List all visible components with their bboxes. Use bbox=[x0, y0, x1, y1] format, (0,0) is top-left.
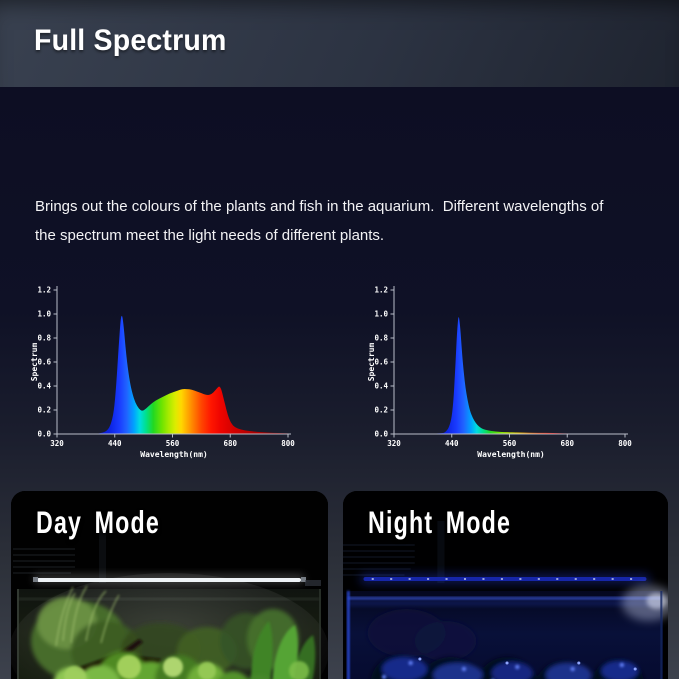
night-water-surface bbox=[348, 597, 662, 600]
y-axis-label: Spectrum bbox=[30, 343, 39, 382]
night-led-bar bbox=[359, 573, 651, 585]
night-mode-photo-card: Night Mode bbox=[343, 491, 668, 679]
day-background-pole bbox=[99, 527, 106, 583]
day-spectrum-chart: 0.0 0.2 0.4 0.6 0.8 1.0 1.2 320 440 560 680 800 Spec… bbox=[28, 278, 328, 460]
x-tick-label: 680 bbox=[560, 439, 574, 448]
day-full-spectrum-svg: 0.0 0.2 0.4 0.6 0.8 1.0 1.2 320 440 560 680 800 Spec… bbox=[30, 286, 295, 459]
x-tick-label: 680 bbox=[223, 439, 237, 448]
spectrum-area bbox=[394, 317, 625, 434]
y-axis-label: Spectrum bbox=[367, 343, 376, 382]
night-plant-silhouettes bbox=[367, 609, 477, 661]
x-tick-label: 800 bbox=[281, 439, 295, 448]
night-spectrum-chart: 0.0 0.2 0.4 0.6 0.8 1.0 1.2 320 440 560 680 800 Spec… bbox=[365, 278, 665, 460]
y-tick-label: 0.0 bbox=[374, 430, 388, 439]
day-glass-edge-right bbox=[319, 589, 321, 679]
x-tick-label: 440 bbox=[445, 439, 459, 448]
night-glass-edge-right bbox=[660, 591, 663, 679]
night-blue-speckles bbox=[381, 660, 625, 679]
day-feather-plants bbox=[55, 585, 120, 647]
description-line-1: Brings out the colours of the plants and… bbox=[35, 198, 604, 215]
x-axis-label: Wavelength(nm) bbox=[140, 450, 207, 459]
night-blue-spectrum-svg: 0.0 0.2 0.4 0.6 0.8 1.0 1.2 320 440 560 680 800 Spec… bbox=[367, 286, 632, 459]
day-tank bbox=[11, 573, 328, 679]
header-banner: Full Spectrum bbox=[0, 0, 679, 87]
spectrum-area bbox=[57, 315, 288, 434]
night-background-pole bbox=[437, 521, 445, 583]
y-tick-label: 1.2 bbox=[374, 286, 388, 295]
night-bright-dots bbox=[418, 657, 637, 671]
description-line-2: the spectrum meet the light needs of dif… bbox=[35, 227, 385, 244]
night-tank bbox=[347, 585, 668, 679]
y-tick-label: 0.6 bbox=[37, 358, 51, 367]
x-tick-label: 560 bbox=[503, 439, 517, 448]
day-aquarium-image bbox=[11, 491, 328, 679]
night-mode-label: Night Mode bbox=[368, 506, 512, 541]
y-tick-label: 0.6 bbox=[374, 358, 388, 367]
y-tick-label: 0.2 bbox=[374, 406, 388, 415]
x-axis-label: Wavelength(nm) bbox=[477, 450, 544, 459]
night-glass-edge-left bbox=[347, 591, 350, 679]
day-window-blinds bbox=[13, 548, 75, 574]
y-tick-label: 0.2 bbox=[37, 406, 51, 415]
x-tick-label: 560 bbox=[166, 439, 180, 448]
x-tick-label: 800 bbox=[618, 439, 632, 448]
y-tick-label: 0.8 bbox=[374, 334, 388, 343]
y-tick-label: 1.0 bbox=[374, 310, 388, 319]
content-background: Brings out the colours of the plants and… bbox=[0, 87, 679, 679]
x-tick-label: 320 bbox=[50, 439, 64, 448]
description: Brings out the colours of the plants and… bbox=[35, 192, 603, 250]
x-tick-label: 320 bbox=[387, 439, 401, 448]
y-tick-label: 0.4 bbox=[37, 382, 51, 391]
y-tick-label: 1.0 bbox=[37, 310, 51, 319]
night-aquarium-image bbox=[343, 491, 668, 679]
y-tick-label: 0.4 bbox=[374, 382, 388, 391]
day-bright-accents bbox=[64, 655, 309, 679]
y-tick-label: 1.2 bbox=[37, 286, 51, 295]
day-mode-photo-card: Day Mode bbox=[11, 491, 328, 679]
y-tick-label: 0.8 bbox=[37, 334, 51, 343]
day-glass-edge-left bbox=[17, 589, 19, 679]
y-tick-label: 0.0 bbox=[37, 430, 51, 439]
page-title: Full Spectrum bbox=[34, 24, 227, 57]
day-mode-label: Day Mode bbox=[36, 506, 160, 541]
x-tick-label: 440 bbox=[108, 439, 122, 448]
night-rocks bbox=[370, 655, 644, 679]
